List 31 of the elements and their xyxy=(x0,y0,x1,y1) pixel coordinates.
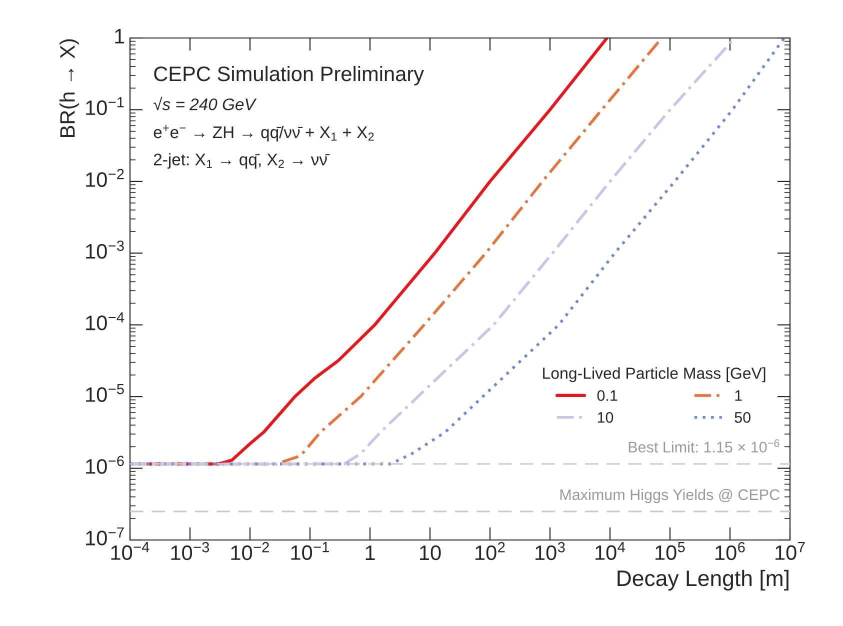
annotation: e$^{+}$e$^{−}$ → ZH → qq̄/νν̄ + X$_{1}$ + X$_{2}$ xyxy=(154,125,374,142)
x-tick-label: 10$^{−2}$ xyxy=(231,542,269,560)
x-tick-label: 10$^{−3}$ xyxy=(171,542,210,560)
legend-label: 1 xyxy=(735,390,742,401)
annotation: 2-jet: X$_{1}$ → qq̄, X$_{2}$ → νν̄ xyxy=(154,153,330,169)
y-tick-label: 10$^{−3}$ xyxy=(86,240,124,259)
x-tick-label: 10 xyxy=(420,545,441,560)
y-tick-label: 10$^{−4}$ xyxy=(86,312,124,330)
y-tick-label: 1 xyxy=(115,29,124,44)
x-tick-label: 10$^{−1}$ xyxy=(291,542,329,560)
x-tick-label: 10$^{7}$ xyxy=(776,542,805,560)
y-tick-label: 10$^{−5}$ xyxy=(86,384,124,402)
ref-line-label: Maximum Higgs Yields @ CEPC xyxy=(560,488,780,504)
legend-label: 50 xyxy=(734,412,750,423)
legend-title: Long-Lived Particle Mass [GeV] xyxy=(543,367,766,382)
y-tick-label: 10$^{−2}$ xyxy=(86,168,124,187)
y-tick-label: 10$^{−1}$ xyxy=(86,97,124,116)
y-axis-title: BR(h → X) xyxy=(60,39,79,137)
x-tick-label: 10$^{4}$ xyxy=(596,542,626,560)
x-tick-label: 10$^{3}$ xyxy=(536,542,565,560)
x-tick-label: 10$^{5}$ xyxy=(656,542,685,560)
x-tick-label: 10$^{2}$ xyxy=(476,542,505,560)
x-axis-title: Decay Length [m] xyxy=(618,570,788,591)
annotation: √s = 240 GeV xyxy=(154,96,257,110)
y-tick-label: 10$^{−6}$ xyxy=(86,456,124,474)
ref-line-label: Best Limit: 1.15 × 10$^{−6}$ xyxy=(628,439,780,453)
annotation: CEPC Simulation Preliminary xyxy=(154,66,424,86)
x-tick-label: 1 xyxy=(366,546,375,560)
x-tick-label: 10$^{6}$ xyxy=(716,542,745,560)
legend-label: 0.1 xyxy=(597,390,618,401)
legend-label: 10 xyxy=(598,412,614,423)
